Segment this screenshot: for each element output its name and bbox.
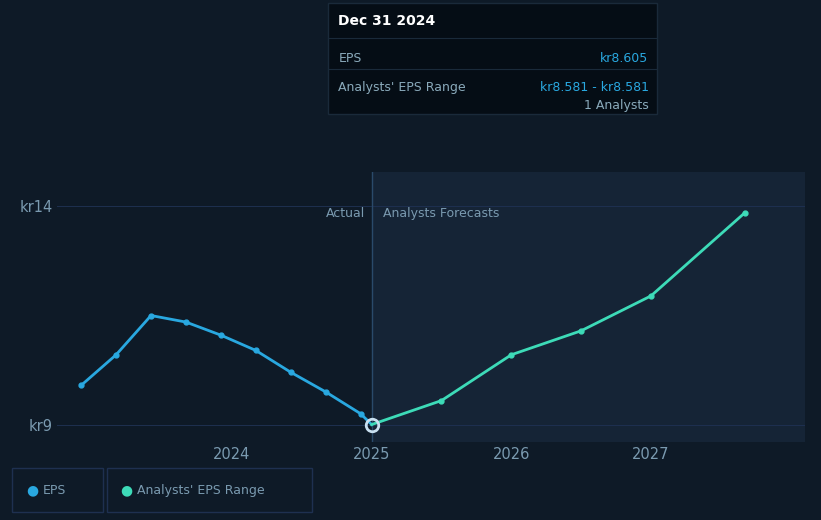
Text: 1 Analysts: 1 Analysts: [584, 99, 649, 112]
Text: ●: ●: [121, 483, 133, 497]
Text: Analysts Forecasts: Analysts Forecasts: [383, 206, 499, 219]
Text: EPS: EPS: [338, 52, 361, 65]
Bar: [372, 172, 805, 442]
Text: Analysts' EPS Range: Analysts' EPS Range: [338, 81, 466, 94]
Text: ●: ●: [26, 483, 39, 497]
Text: Dec 31 2024: Dec 31 2024: [338, 14, 435, 28]
Text: EPS: EPS: [43, 484, 66, 497]
Text: Analysts' EPS Range: Analysts' EPS Range: [137, 484, 264, 497]
Text: kr8.581 - kr8.581: kr8.581 - kr8.581: [539, 81, 649, 94]
Text: kr8.605: kr8.605: [600, 52, 649, 65]
Text: Actual: Actual: [325, 206, 365, 219]
